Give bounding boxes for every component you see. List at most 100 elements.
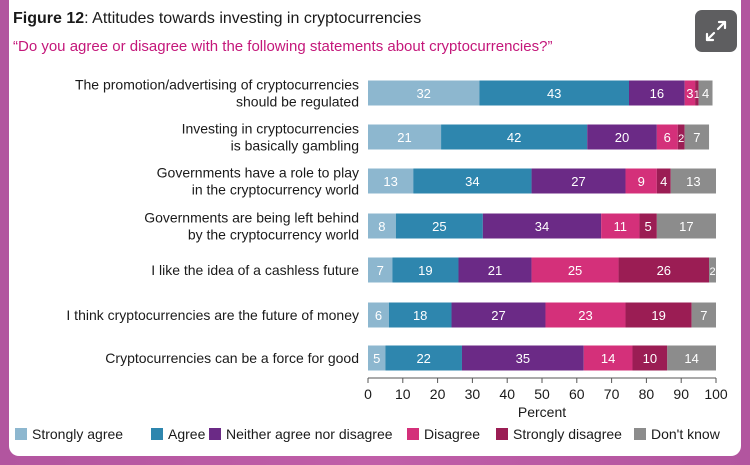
data-label: 25 [432,219,446,234]
data-label: 21 [488,263,502,278]
bar-segment [695,80,699,106]
bar-segment [388,302,452,328]
bar-segment [709,257,716,283]
data-label: 18 [413,308,427,323]
legend-swatch [209,428,221,440]
bar-segment [368,168,414,194]
data-label: 16 [650,86,664,101]
x-tick-label: 90 [673,386,689,402]
data-label: 20 [615,130,629,145]
category-label-line: in the cryptocurrency world [192,182,359,198]
category-label-line: should be regulated [236,94,359,110]
bar-segment [667,345,716,371]
x-axis-title: Percent [518,404,566,420]
x-tick-label: 70 [604,386,620,402]
legend-label: Don't know [651,426,721,442]
data-label: 7 [377,263,384,278]
data-label: 27 [571,174,585,189]
x-tick-label: 60 [569,386,585,402]
category-label: Cryptocurrencies can be a force for good [105,350,359,366]
data-label: 19 [418,263,432,278]
data-label: 2 [678,133,684,145]
bar-segment [629,80,685,106]
category-label-line: Cryptocurrencies can be a force for good [105,350,359,366]
data-label: 13 [686,174,700,189]
bar-segment [677,124,685,150]
category-label-line: I like the idea of a cashless future [151,262,359,278]
bar-segment [385,345,462,371]
x-tick-label: 50 [534,386,550,402]
data-label: 13 [383,174,397,189]
bar-segment [458,257,532,283]
figure-subtitle: “Do you agree or disagree with the follo… [13,38,553,55]
bar-segment [601,213,640,239]
data-label: 2 [709,266,715,278]
data-label: 34 [535,219,549,234]
data-label: 25 [568,263,582,278]
data-label: 14 [684,351,698,366]
data-label: 22 [416,351,430,366]
expand-arrows-icon [705,20,727,42]
data-label: 3 [686,86,693,101]
x-tick-label: 10 [395,386,411,402]
legend-label: Agree [168,426,206,442]
figure-card: Figure 12: Attitudes towards investing i… [9,0,741,456]
legend-swatch [634,428,646,440]
data-label: 26 [657,263,671,278]
data-label: 34 [465,174,479,189]
bar-segment [684,124,710,150]
bar-segment [632,345,668,371]
legend-swatch [496,428,508,440]
category-label: The promotion/advertising of cryptocurre… [75,77,359,110]
category-label-line: is basically gambling [231,138,359,154]
bar-segment [368,124,442,150]
data-label: 23 [578,308,592,323]
category-label: Governments are being left behind by the … [144,210,359,243]
data-label: 4 [660,174,667,189]
bar-segment [368,257,393,283]
bar-segment [413,168,532,194]
category-label-line: Investing in cryptocurrencies [182,121,359,137]
data-label: 27 [491,308,505,323]
bar-segment [656,213,716,239]
bar-segment [451,302,546,328]
category-label-line: Governments have a role to play [157,165,359,181]
bar-segment [670,168,716,194]
data-label: 32 [416,86,430,101]
data-label: 6 [664,130,671,145]
category-label: Investing in cryptocurrencies is basicall… [182,121,359,154]
bar-segment [545,302,626,328]
bar-segment [698,80,713,106]
figure-title-text: : Attitudes towards investing in cryptoc… [84,10,422,27]
data-label: 11 [614,219,628,234]
data-label: 9 [638,174,645,189]
figure-title: Figure 12: Attitudes towards investing i… [13,10,421,28]
data-label: 42 [507,130,521,145]
data-label: 4 [702,86,709,101]
legend-swatch [151,428,163,440]
category-label: I like the idea of a cashless future [151,262,359,278]
x-tick-label: 100 [704,386,728,402]
data-label: 7 [693,130,700,145]
bar-segment [625,302,692,328]
legend-swatch [407,428,419,440]
data-label: 8 [378,219,385,234]
figure-label: Figure 12 [13,10,85,27]
x-tick-label: 40 [499,386,515,402]
bar-segment [684,80,696,106]
bar-segment [656,168,671,194]
bar-segment [482,213,602,239]
bar-segment [368,345,386,371]
data-label: 21 [397,130,411,145]
bar-segment [368,302,389,328]
expand-button[interactable] [695,10,737,52]
x-tick-label: 20 [430,386,446,402]
data-label: 35 [516,351,530,366]
data-label: 10 [643,351,657,366]
data-label: 5 [373,351,380,366]
bar-segment [531,257,619,283]
bar-segment [618,257,710,283]
category-label: Governments have a role to play in the cr… [157,165,359,198]
x-tick-label: 30 [465,386,481,402]
bar-segment [368,213,396,239]
